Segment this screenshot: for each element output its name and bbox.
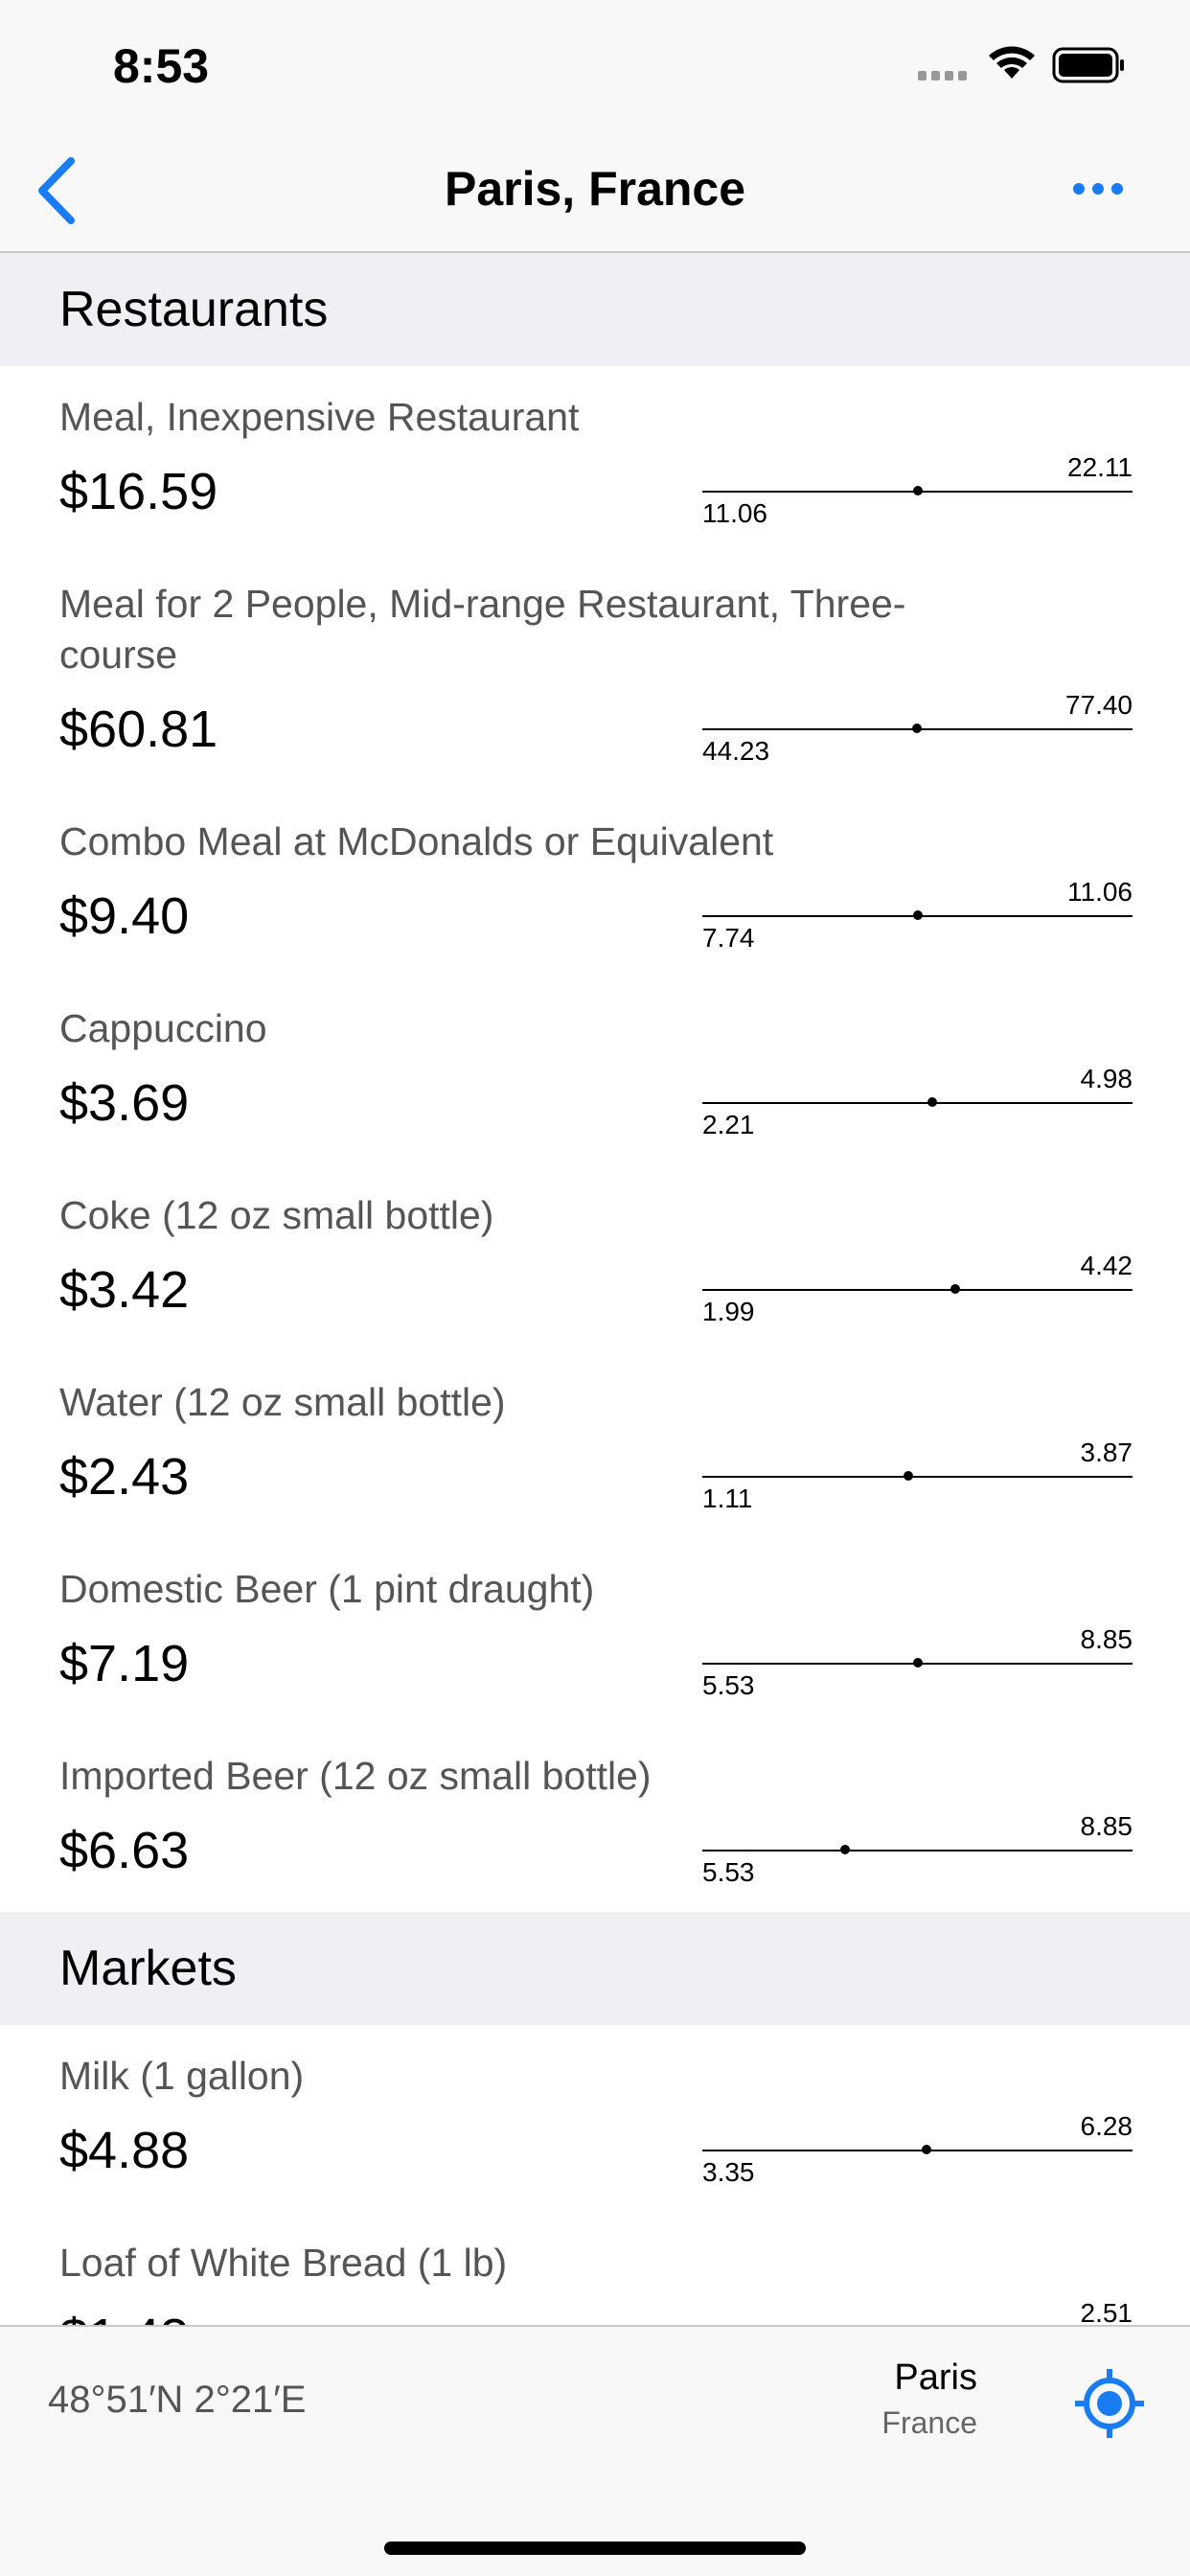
price-row[interactable]: Combo Meal at McDonalds or Equivalent $9.…	[0, 791, 1190, 978]
range-min: 2.21	[702, 1110, 755, 1139]
item-price: $16.59	[59, 463, 218, 520]
coordinates: 48°51′N 2°21′E	[48, 2379, 307, 2421]
range-min: 11.06	[702, 498, 767, 528]
price-row[interactable]: Coke (12 oz small bottle) $3.42 4.42 1.99	[0, 1164, 1190, 1351]
nav-title: Paris, France	[444, 162, 746, 216]
top-bar: 8:53 Paris, France	[0, 0, 1190, 253]
range-max: 8.85	[1080, 1624, 1133, 1654]
price-block: $6.63 8.85 5.53	[59, 1807, 1190, 1894]
price-dot	[912, 910, 923, 920]
price-row[interactable]: Milk (1 gallon) $4.88 6.28 3.35	[0, 2025, 1190, 2212]
range-min: 3.35	[702, 2157, 755, 2187]
range-max: 3.87	[1080, 1438, 1133, 1467]
price-block: $2.43 3.87 1.11	[59, 1434, 1190, 1520]
range-line	[702, 1476, 1133, 1478]
range-max: 77.40	[1064, 690, 1133, 720]
range-min: 7.74	[702, 923, 755, 953]
item-price: $6.63	[59, 1822, 190, 1879]
item-name: Combo Meal at McDonalds or Equivalent	[59, 819, 774, 863]
price-dot	[903, 1471, 913, 1481]
range-line	[702, 1289, 1133, 1291]
locate-button[interactable]	[1075, 2369, 1144, 2438]
range-min: 5.53	[702, 1857, 755, 1887]
price-dot	[912, 724, 923, 733]
item-name: Water (12 oz small bottle)	[59, 1380, 506, 1424]
price-row[interactable]: Imported Beer (12 oz small bottle) $6.63 8…	[0, 1725, 1190, 1912]
range-line	[702, 1850, 1133, 1852]
price-row[interactable]: Domestic Beer (1 pint draught) $7.19 8.85 5…	[0, 1538, 1190, 1725]
item-price: $4.88	[59, 2122, 190, 2179]
item-name: Domestic Beer (1 pint draught)	[59, 1567, 595, 1611]
item-name: Cappuccino	[59, 1006, 267, 1050]
price-block: $60.81 77.40 44.23	[59, 686, 1190, 772]
city: Paris	[894, 2358, 977, 2398]
item-price: $7.19	[59, 1635, 190, 1692]
price-dot	[912, 1658, 923, 1668]
price-dot	[950, 1284, 961, 1294]
price-row[interactable]: Meal for 2 People, Mid-range Restaurant,…	[0, 553, 1190, 791]
country: France	[881, 2405, 977, 2440]
section-header: Restaurants	[0, 253, 1190, 366]
item-price: $60.81	[59, 701, 218, 758]
item-name: Coke (12 oz small bottle)	[59, 1193, 494, 1237]
range-max: 11.06	[1067, 877, 1133, 907]
range-line	[702, 2150, 1133, 2151]
range-max: 4.98	[1080, 1064, 1133, 1093]
status-icons	[918, 46, 1124, 83]
price-block: $3.42 4.42 1.99	[59, 1247, 1190, 1333]
price-row[interactable]: Cappuccino $3.69 4.98 2.21	[0, 978, 1190, 1164]
range-max: 4.42	[1080, 1251, 1133, 1280]
range-max: 6.28	[1080, 2111, 1133, 2141]
range-max: 8.85	[1080, 1811, 1133, 1841]
price-row[interactable]: Water (12 oz small bottle) $2.43 3.87 1.11	[0, 1351, 1190, 1538]
price-row[interactable]: Meal, Inexpensive Restaurant $16.59 22.11 1…	[0, 366, 1190, 553]
section-header: Markets	[0, 1912, 1190, 2025]
item-name: Loaf of White Bread (1 lb)	[59, 2241, 508, 2285]
item-price: $3.69	[59, 1074, 190, 1132]
back-button[interactable]	[34, 157, 82, 224]
list: Restaurants Meal, Inexpensive Restaurant $…	[0, 253, 1190, 2325]
range-min: 1.99	[702, 1297, 755, 1326]
item-name: Meal for 2 People, Mid-range Restaurant,…	[59, 582, 906, 677]
price-block: $7.19 8.85 5.53	[59, 1621, 1190, 1707]
range-min: 44.23	[702, 736, 770, 766]
price-dot	[922, 2145, 932, 2154]
price-dot	[927, 1097, 937, 1107]
range-min: 1.11	[702, 1484, 753, 1513]
item-price: $2.43	[59, 1448, 190, 1506]
item-price: $9.40	[59, 887, 190, 945]
home-indicator	[384, 2542, 806, 2555]
time: 8:53	[113, 39, 210, 93]
more-button[interactable]	[1071, 176, 1125, 201]
price-block: $1.432.51	[59, 2294, 1190, 2325]
range-max: 22.11	[1067, 452, 1133, 482]
item-price: $3.42	[59, 1261, 190, 1319]
price-block: $4.88 6.28 3.35	[59, 2107, 1190, 2194]
price-row[interactable]: Loaf of White Bread (1 lb) $1.432.51	[0, 2212, 1190, 2325]
footer: 48°51′N 2°21′E Paris France	[0, 2325, 1190, 2576]
item-name: Milk (1 gallon)	[59, 2054, 305, 2098]
price-block: $16.59 22.11 11.06	[59, 448, 1190, 535]
item-price: $1.43	[59, 2294, 1190, 2325]
range-line	[702, 1102, 1133, 1104]
price-dot	[912, 486, 923, 495]
item-name: Imported Beer (12 oz small bottle)	[59, 1754, 652, 1798]
range-min: 5.53	[702, 1670, 755, 1700]
range-max: 2.51	[1080, 2298, 1133, 2325]
price-dot	[839, 1845, 850, 1854]
price-block: $3.69 4.98 2.21	[59, 1060, 1190, 1146]
price-block: $9.40 11.06 7.74	[59, 873, 1190, 959]
item-name: Meal, Inexpensive Restaurant	[59, 395, 580, 439]
